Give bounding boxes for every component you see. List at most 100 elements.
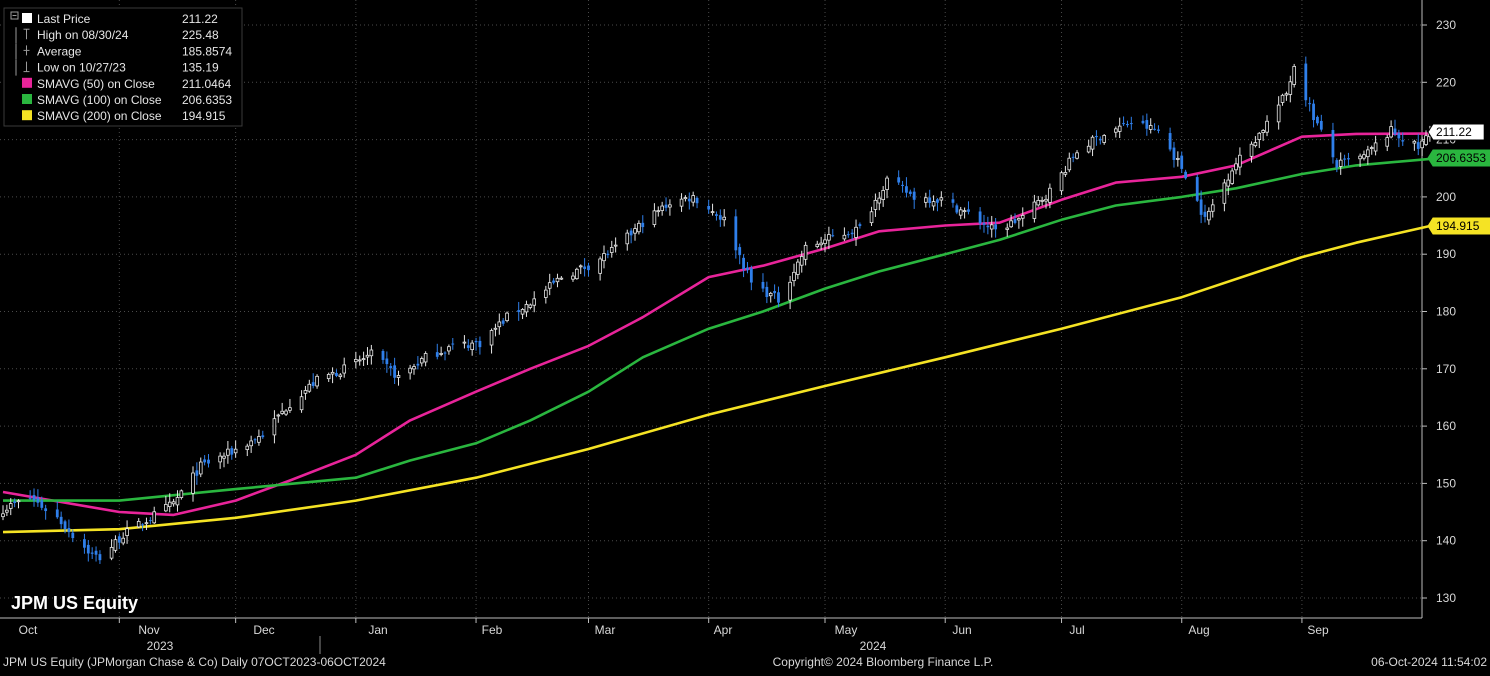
x-month-label: Dec [253,623,274,637]
candle-body [365,354,370,358]
value-tag-bg [1427,149,1490,167]
candle-body [831,235,835,237]
candle-body [606,253,610,256]
candle-body [520,309,525,315]
candle-body [1145,120,1149,129]
candle-body [83,539,86,548]
legend-label: SMAVG (100) on Close [37,93,162,107]
candle-body [261,435,265,438]
candle-body [40,500,44,508]
candle-body [435,352,439,357]
candle-body [1338,159,1343,167]
legend-label: SMAVG (200) on Close [37,109,162,123]
candle-body [1102,135,1106,143]
candle-body [1095,135,1098,138]
candle-body [1234,163,1238,171]
candle-body [901,184,904,186]
legend-label: SMAVG (50) on Close [37,77,155,91]
candle-body [691,195,695,203]
candle-body [1207,210,1211,221]
candle-body [652,210,657,225]
candle-body [842,234,847,240]
candle-body [1168,133,1172,150]
y-tick-label: 170 [1436,362,1456,376]
candle-body [36,497,40,503]
candle-body [1397,133,1401,139]
candle-body [982,223,986,225]
legend-value: 211.22 [182,12,218,26]
candle-body [668,204,672,208]
candle-body [245,445,250,450]
candle-body [749,268,753,283]
candle-body [1226,179,1231,187]
candle-body [474,340,478,343]
candle-body [13,501,17,504]
value-tag-label: 194.915 [1436,219,1480,233]
candle-body [1184,171,1188,179]
value-tag-label: 206.6353 [1436,151,1486,165]
candle-body [1319,120,1323,130]
x-month-label: Jul [1069,623,1084,637]
candle-body [1261,130,1265,133]
candle-body [629,230,633,236]
candle-body [1280,94,1285,103]
candle-body [796,261,800,275]
candle-body [462,341,467,344]
candle-body [792,271,796,282]
candle-body [439,353,443,355]
candle-body [191,472,195,494]
candle-body [1117,125,1122,132]
candle-body [1288,81,1293,95]
candle-body [962,210,967,213]
candle-body [121,537,125,544]
y-tick-label: 180 [1436,305,1456,319]
candle-body [1358,155,1362,160]
y-tick-label: 150 [1436,476,1456,490]
legend-value: 206.6353 [182,93,232,107]
x-month-label: Mar [595,623,616,637]
candle-body [55,509,59,518]
candle-body [707,206,711,210]
candle-body [1238,154,1242,168]
candle-body [299,396,304,411]
candle-body [978,211,982,224]
candle-body [746,267,749,271]
candle-body [389,366,393,369]
candle-body [67,528,71,533]
candle-body [451,343,455,345]
candle-body [799,256,804,266]
candle-body [885,177,889,190]
footer-timestamp: 06-Oct-2024 11:54:02 [1371,655,1487,669]
candle-body [1362,154,1366,159]
x-month-label: Sep [1307,623,1329,637]
candle-body [288,407,292,411]
candle-body [396,375,401,378]
candle-body [338,374,343,377]
candle-body [1172,147,1176,160]
candle-body [858,224,862,226]
candle-body [881,190,885,200]
legend-swatch [22,94,32,104]
candle-body [715,214,718,216]
candle-body [198,461,203,475]
candle-body [1385,137,1390,147]
candle-body [148,520,152,522]
candle-body [734,216,738,251]
candle-body [559,277,564,280]
candle-body [1316,116,1319,124]
candle-body [280,410,284,414]
candle-body [1,513,5,518]
candle-body [423,353,428,363]
candle-body [722,216,726,221]
candle-body [1195,177,1199,201]
candle-body [587,265,590,271]
candle-body [1199,199,1203,215]
x-month-label: Oct [19,623,38,637]
candle-body [788,281,792,301]
candle-body [908,191,912,194]
candles [1,56,1432,564]
candle-body [552,280,555,283]
collapse-icon[interactable] [10,11,19,20]
candle-body [1153,128,1156,130]
candle-body [1086,145,1091,153]
